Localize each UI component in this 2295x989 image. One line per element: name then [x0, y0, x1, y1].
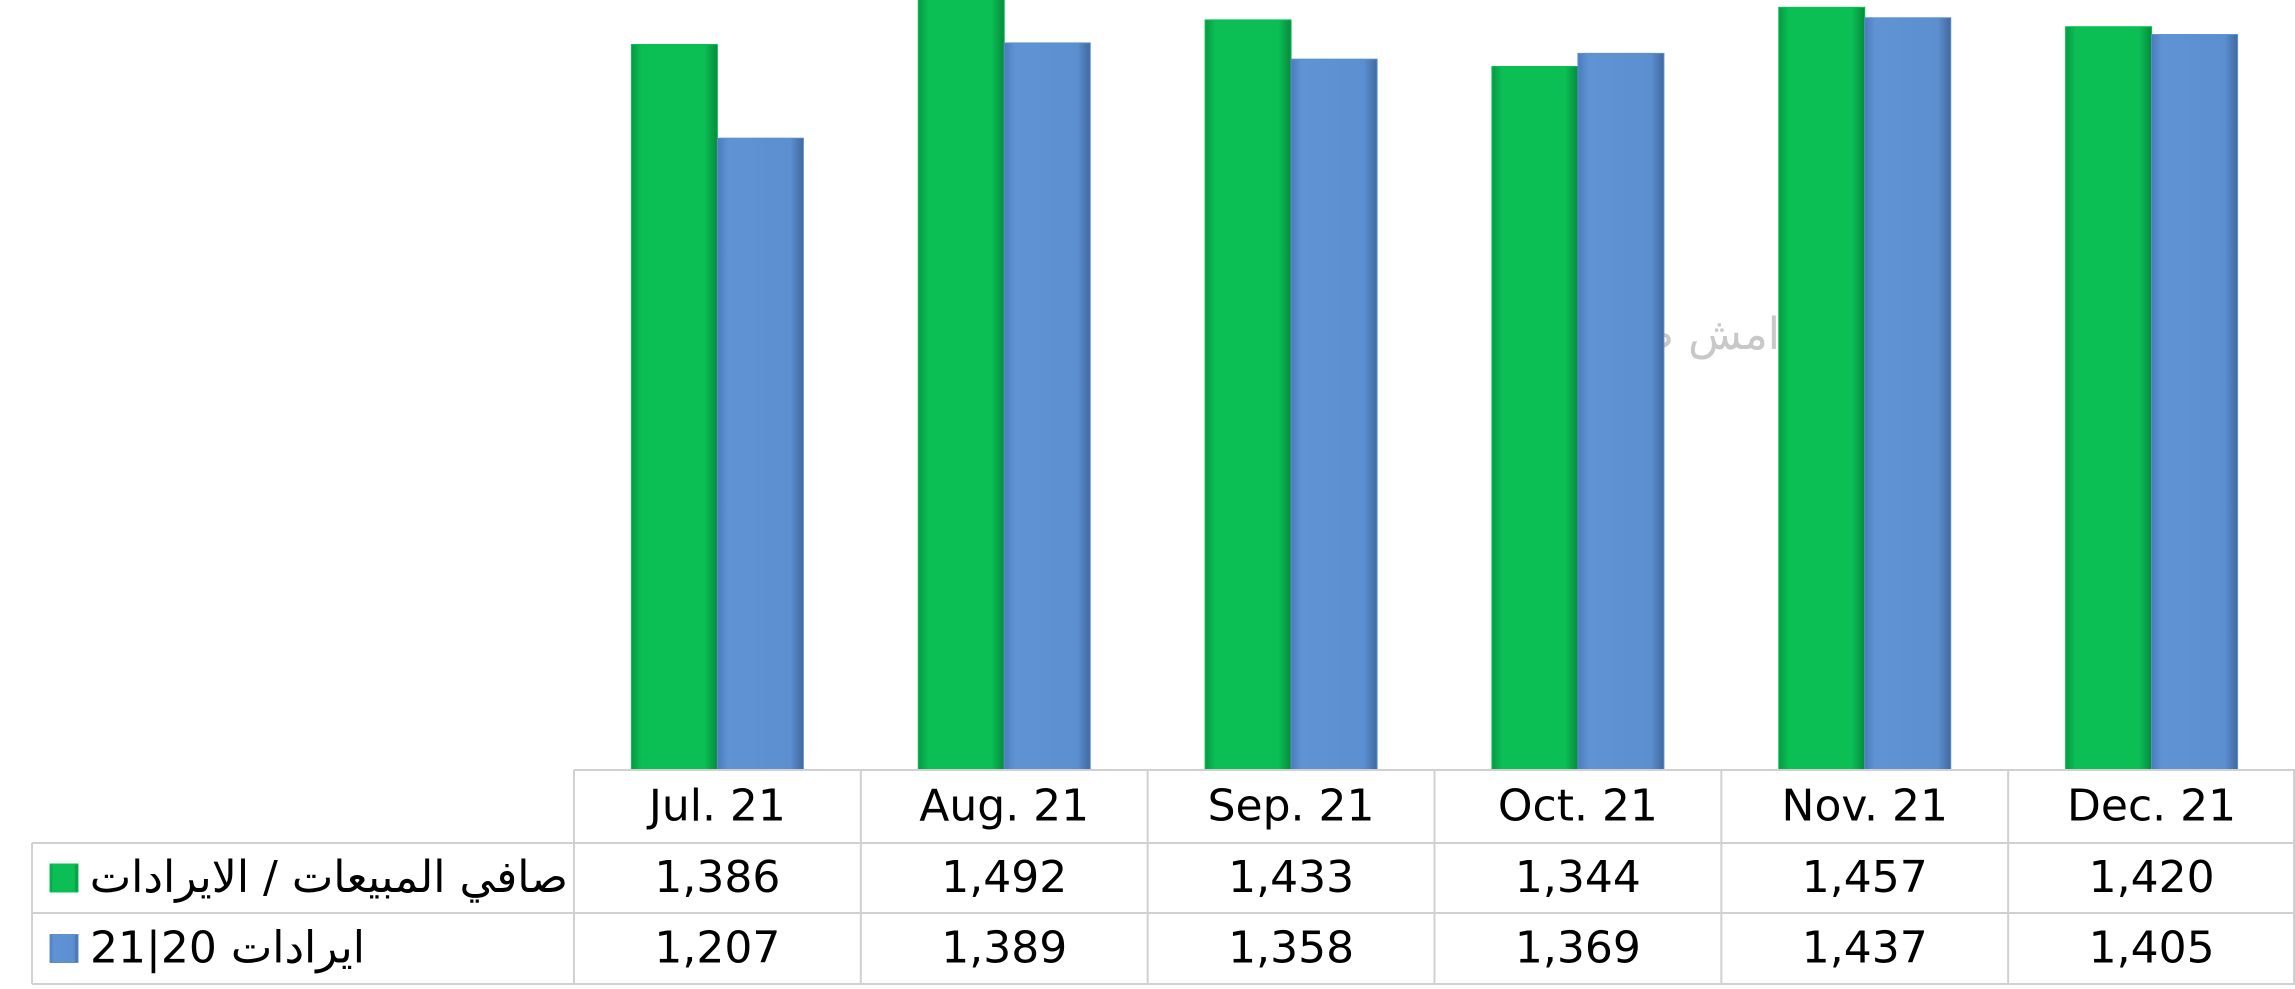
- x-tick-label: Sep. 21: [1208, 781, 1375, 832]
- table-value: 1,433: [1228, 852, 1354, 903]
- bar: [716, 137, 804, 771]
- bar: [1491, 65, 1579, 771]
- table-value: 1,207: [654, 923, 780, 974]
- x-tick-label: Dec. 21: [2067, 781, 2236, 832]
- table-value: 1,389: [941, 923, 1067, 974]
- table-value: 1,386: [654, 852, 780, 903]
- legend-swatch: [49, 863, 79, 893]
- bar: [2065, 26, 2153, 771]
- table-value: 1,344: [1515, 852, 1641, 903]
- bar: [1204, 19, 1292, 771]
- table-value: 1,457: [1802, 852, 1928, 903]
- table-value: 1,492: [941, 852, 1067, 903]
- legend-swatch: [49, 934, 79, 963]
- table-value: 1,437: [1802, 923, 1928, 974]
- bar: [917, 0, 1005, 771]
- x-tick-label: Aug. 21: [919, 781, 1089, 832]
- legend-label: صافي المبيعات / الايرادات: [90, 852, 568, 903]
- x-tick-label: Jul. 21: [646, 781, 786, 832]
- x-tick-label: Nov. 21: [1782, 781, 1948, 832]
- table-value: 1,405: [2089, 923, 2215, 974]
- bar: [1290, 58, 1378, 771]
- bar: [2151, 34, 2239, 771]
- bar: [1778, 6, 1866, 771]
- legend-label: ايرادات 20|21: [90, 923, 365, 974]
- table-value: 1,369: [1515, 923, 1641, 974]
- bar: [1864, 17, 1952, 771]
- table-value: 1,358: [1228, 923, 1354, 974]
- x-tick-label: Oct. 21: [1498, 781, 1658, 832]
- bar: [1577, 52, 1665, 771]
- bar: [630, 43, 718, 771]
- table-value: 1,420: [2089, 852, 2215, 903]
- bar: [1003, 42, 1091, 771]
